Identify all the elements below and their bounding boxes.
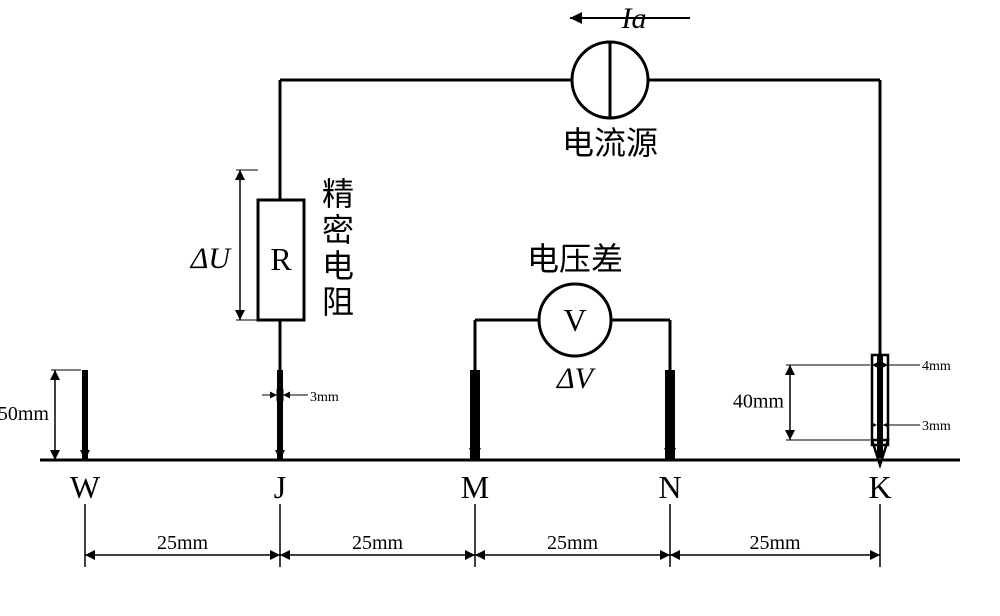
voltmeter-label-top: 电压差	[527, 241, 623, 277]
svg-text:3mm: 3mm	[922, 419, 951, 434]
svg-text:4mm: 4mm	[922, 359, 951, 374]
probe-label-N: N	[658, 469, 681, 505]
probe-label-K: K	[868, 469, 891, 505]
svg-text:25mm: 25mm	[352, 532, 404, 554]
svg-text:50mm: 50mm	[0, 403, 49, 425]
current-source-label: 电流源	[562, 125, 658, 161]
svg-text:V: V	[563, 302, 586, 338]
probe-label-W: W	[70, 469, 101, 505]
svg-text:40mm: 40mm	[733, 391, 785, 413]
svg-text:25mm: 25mm	[547, 532, 599, 554]
svg-text:3mm: 3mm	[310, 390, 339, 405]
resistor-label: 密	[322, 212, 354, 248]
svg-text:ΔU: ΔU	[190, 242, 233, 275]
probe-label-J: J	[274, 469, 286, 505]
svg-text:R: R	[270, 241, 292, 277]
resistor-label: 精	[322, 176, 354, 212]
resistor-label: 电	[322, 248, 354, 284]
probe-label-M: M	[461, 469, 489, 505]
resistor-label: 阻	[322, 284, 354, 320]
voltmeter-delta: ΔV	[556, 362, 597, 395]
svg-text:25mm: 25mm	[157, 532, 209, 554]
svg-text:25mm: 25mm	[749, 532, 801, 554]
